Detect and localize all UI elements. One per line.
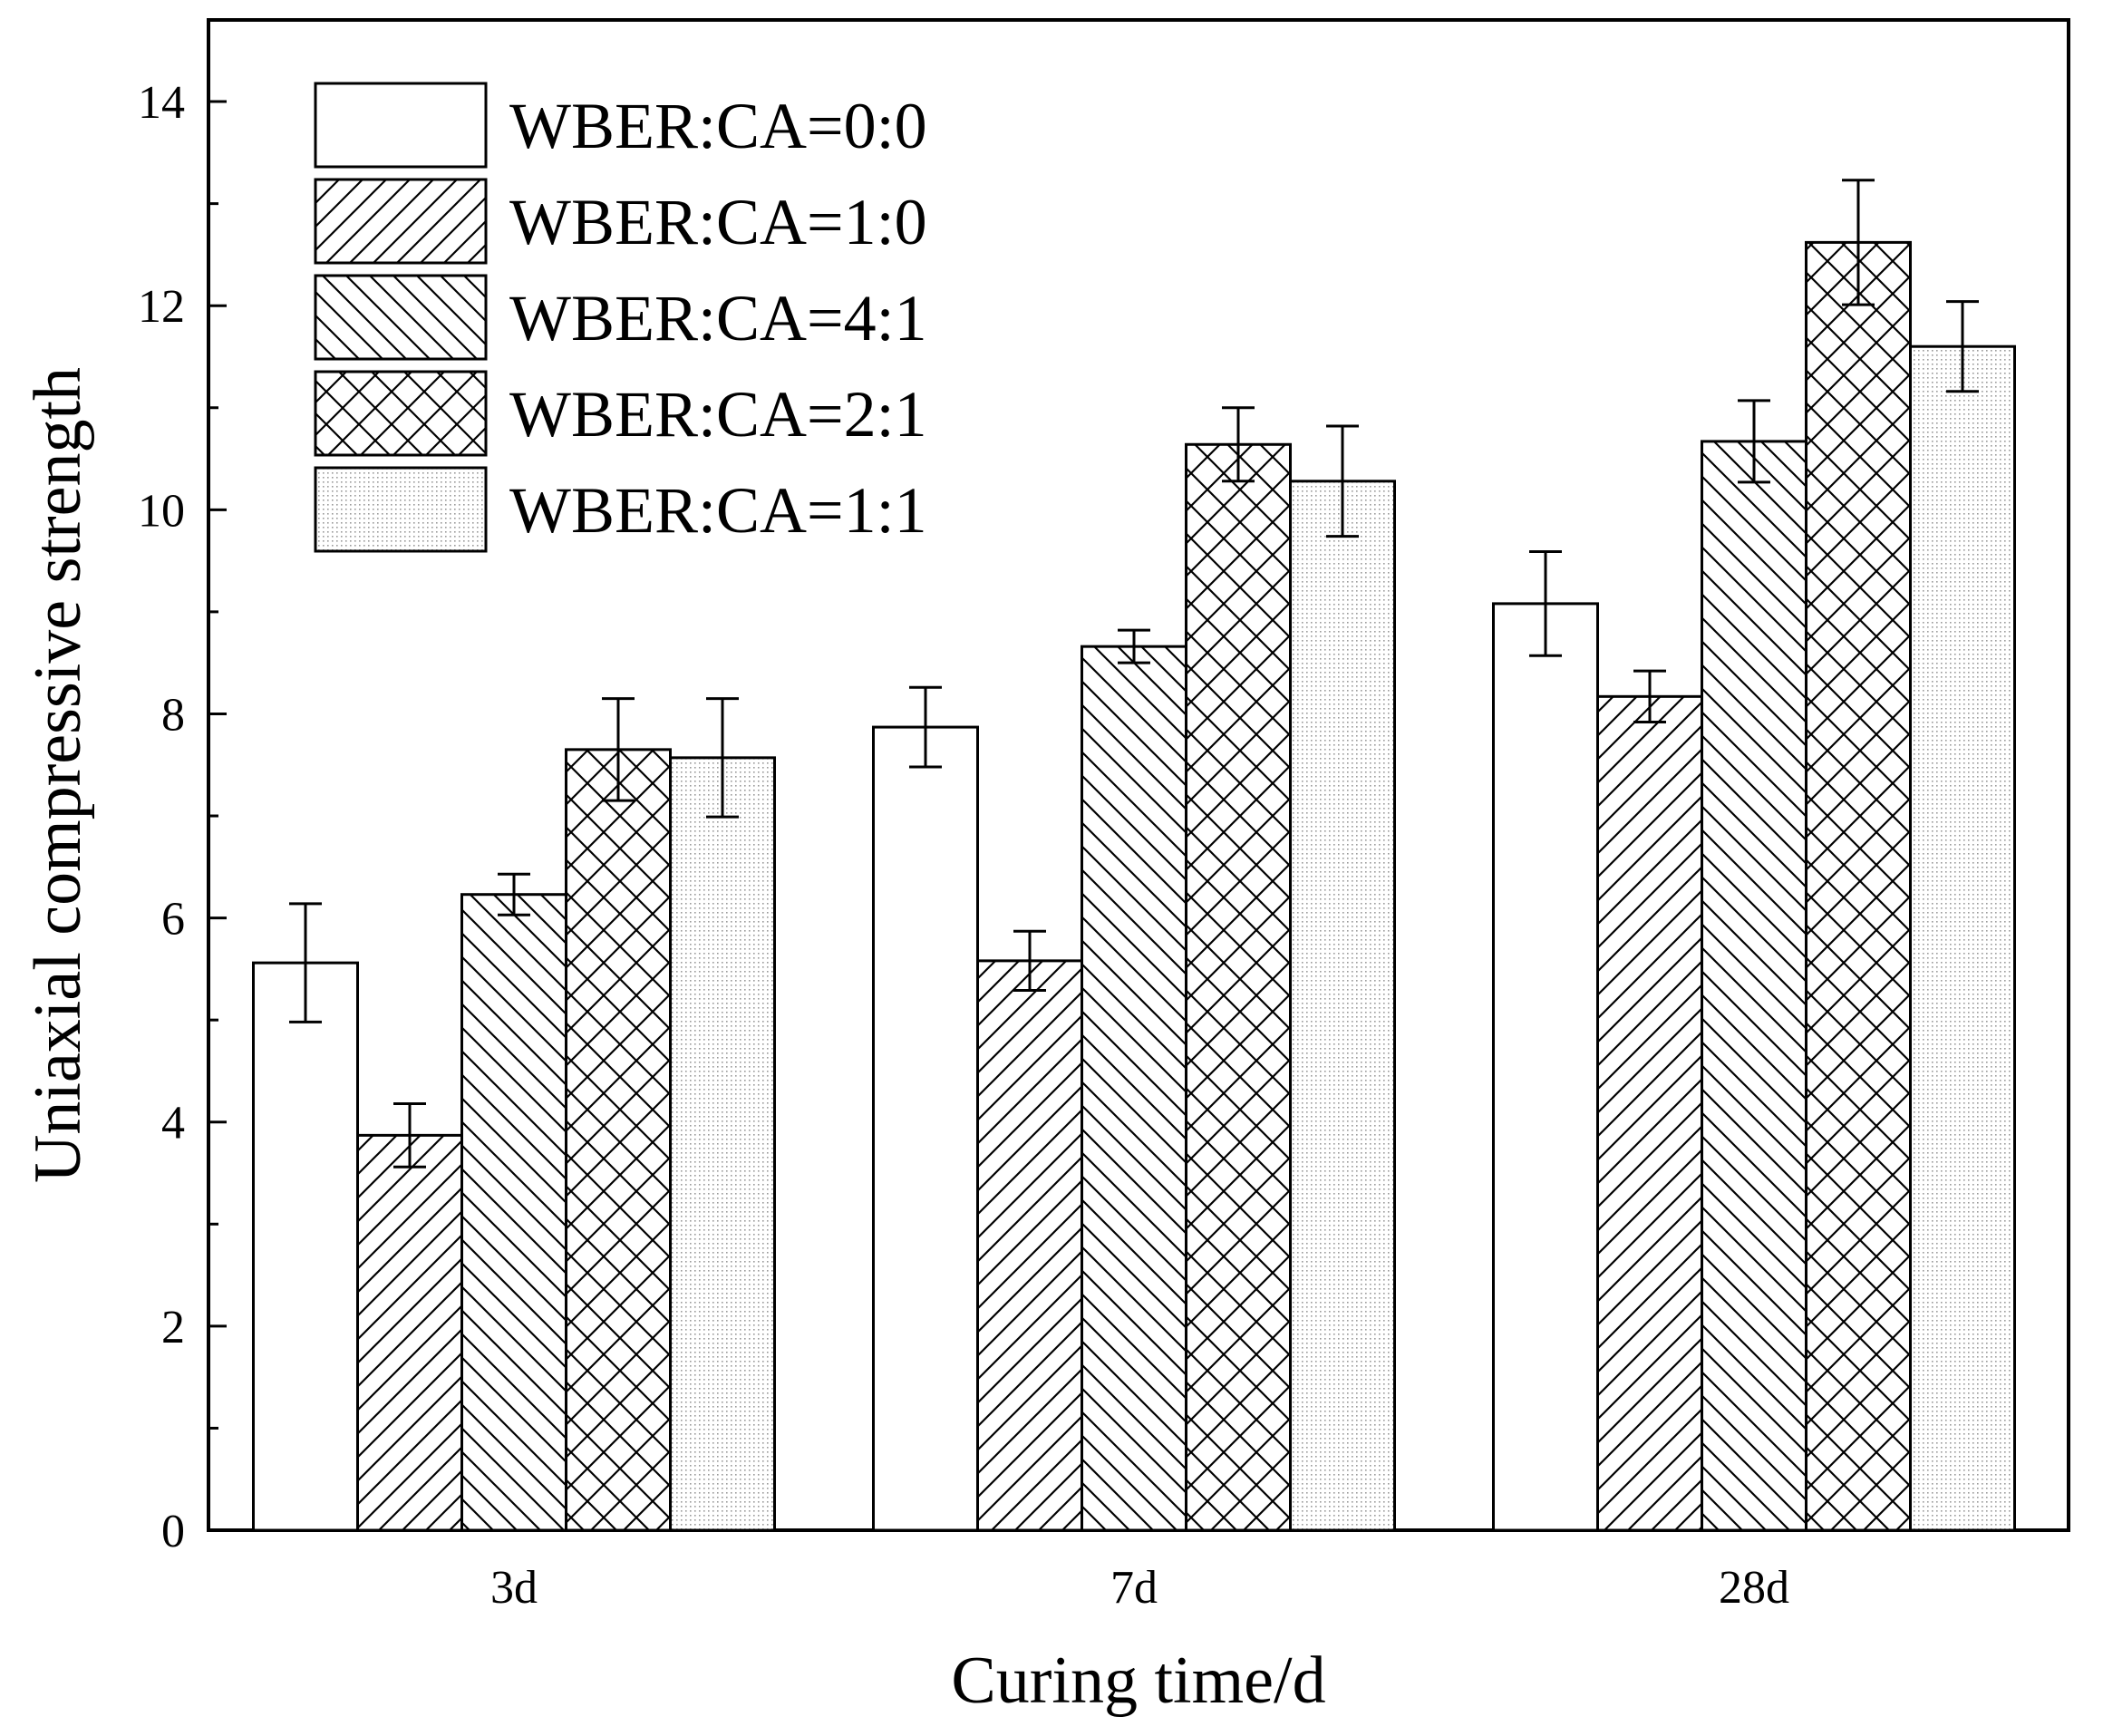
bar (1805, 240, 1912, 1532)
bar (252, 961, 359, 1532)
bars-layer (252, 240, 2016, 1532)
x-axis-title: Curing time/d (951, 1644, 1325, 1718)
y-axis: 0 2 4 6 8 10 12 14 (138, 77, 227, 1557)
bar (1909, 344, 2016, 1532)
y-tick-label: 10 (138, 485, 185, 537)
y-tick-label: 4 (161, 1098, 185, 1149)
y-tick-label: 2 (161, 1302, 185, 1353)
bar (460, 893, 567, 1532)
x-tick-label: 28d (1719, 1562, 1789, 1614)
x-axis: 3d 7d 28d (490, 1512, 1789, 1614)
y-tick-label: 0 (161, 1506, 185, 1557)
bar (1185, 442, 1292, 1532)
legend-label: WBER:CA=0:0 (509, 90, 927, 162)
y-tick-label: 6 (161, 894, 185, 946)
y-axis-title: Uniaxial compressive strength (21, 367, 95, 1183)
legend-label: WBER:CA=2:1 (509, 378, 927, 451)
legend-label: WBER:CA=1:0 (509, 186, 927, 258)
bar (565, 748, 672, 1532)
y-tick-label: 8 (161, 689, 185, 741)
bar (1701, 440, 1807, 1532)
legend-label: WBER:CA=1:1 (509, 474, 927, 547)
legend-swatch (314, 178, 488, 265)
legend-swatch (314, 466, 488, 553)
bar (1492, 602, 1599, 1532)
legend-label: WBER:CA=4:1 (509, 282, 927, 354)
bar (872, 725, 979, 1532)
bar (1289, 480, 1396, 1532)
bar (669, 756, 776, 1532)
legend: WBER:CA=0:0 WBER:CA=1:0 WBER:CA=4:1 WBER:CA… (314, 82, 927, 553)
y-tick-label: 12 (138, 281, 185, 333)
legend-swatch (314, 274, 488, 361)
y-tick-label: 14 (138, 77, 185, 129)
bar (1596, 694, 1703, 1532)
legend-swatch (314, 370, 488, 457)
bar (356, 1133, 463, 1532)
x-tick-label: 7d (1110, 1562, 1158, 1614)
x-tick-label: 3d (490, 1562, 538, 1614)
legend-swatch (314, 82, 488, 169)
error-bars-layer (289, 179, 1979, 1169)
bar (976, 959, 1083, 1532)
bar (1081, 645, 1187, 1532)
